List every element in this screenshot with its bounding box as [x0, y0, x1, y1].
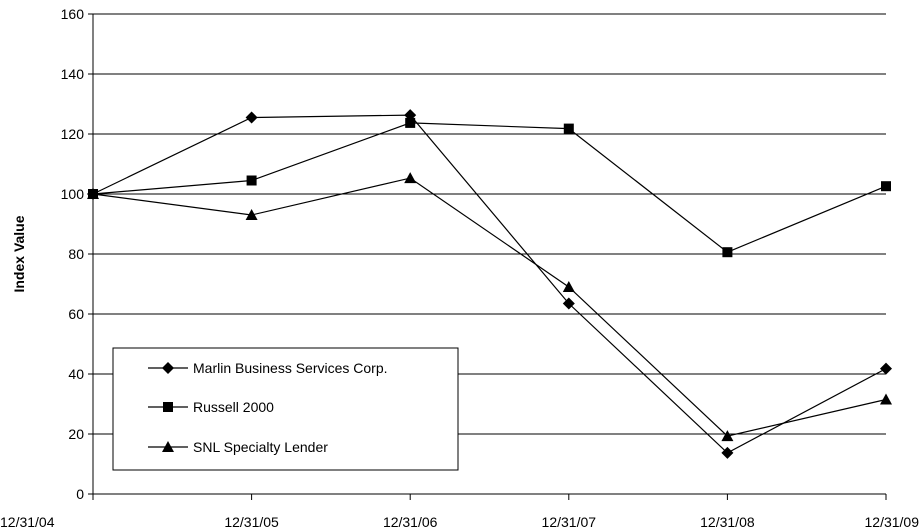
x-tick-label: 12/31/07: [542, 514, 597, 530]
legend-marker-diamond: [162, 362, 174, 374]
data-point-square: [563, 123, 574, 134]
data-point-triangle: [562, 281, 575, 292]
legend-label: SNL Specialty Lender: [193, 439, 328, 455]
y-axis-label: Index Value: [11, 215, 27, 292]
series-line: [92, 177, 887, 437]
legend: Marlin Business Services Corp. Russell 20…: [112, 347, 459, 471]
legend-label: Russell 2000: [193, 399, 274, 415]
legend-item: Russell 2000: [148, 399, 274, 415]
x-tick-label: 12/31/08: [700, 514, 755, 530]
legend-item: Marlin Business Services Corp.: [148, 360, 388, 376]
data-point-diamond: [880, 362, 892, 375]
x-tick-labels: 12/31/04 12/31/05 12/31/06 12/31/07 12/31/08…: [0, 494, 919, 530]
legend-marker-square: [163, 402, 173, 412]
y-tick-label: 120: [61, 126, 85, 142]
y-tick-label: 80: [68, 246, 84, 262]
data-point-triangle: [404, 172, 417, 184]
data-point-triangle: [880, 393, 892, 405]
data-point-square: [722, 247, 733, 258]
x-tick-label: 12/31/04: [0, 514, 55, 530]
y-tick-label: 40: [68, 366, 84, 382]
data-point-square: [881, 181, 891, 192]
data-point-square: [246, 175, 257, 186]
x-tick-label: 12/31/05: [224, 514, 279, 530]
data-point-diamond: [562, 297, 575, 310]
y-tick-label: 140: [61, 66, 85, 82]
series-line: [92, 114, 887, 454]
series-layer: [87, 109, 892, 459]
y-tick-label: 100: [61, 186, 85, 202]
data-point-square: [405, 117, 416, 128]
y-tick-label: 60: [68, 306, 84, 322]
x-tick-label: 12/31/09: [865, 514, 919, 530]
series-triangle: [87, 172, 892, 442]
data-point-triangle: [721, 430, 734, 442]
x-tick-label: 12/31/06: [383, 514, 438, 530]
legend-marker-triangle: [162, 441, 174, 452]
y-tick-labels: 0 20 40 60 80 100 120 140 160: [61, 6, 93, 502]
legend-label: Marlin Business Services Corp.: [193, 360, 388, 376]
data-point-triangle: [87, 188, 99, 199]
data-point-diamond: [721, 446, 734, 459]
legend-item: SNL Specialty Lender: [148, 439, 328, 455]
y-tick-label: 160: [61, 6, 85, 22]
data-point-diamond: [245, 111, 258, 124]
series-line: [92, 122, 887, 253]
y-tick-label: 0: [76, 486, 84, 502]
y-tick-label: 20: [68, 426, 84, 442]
data-point-triangle: [245, 209, 258, 220]
